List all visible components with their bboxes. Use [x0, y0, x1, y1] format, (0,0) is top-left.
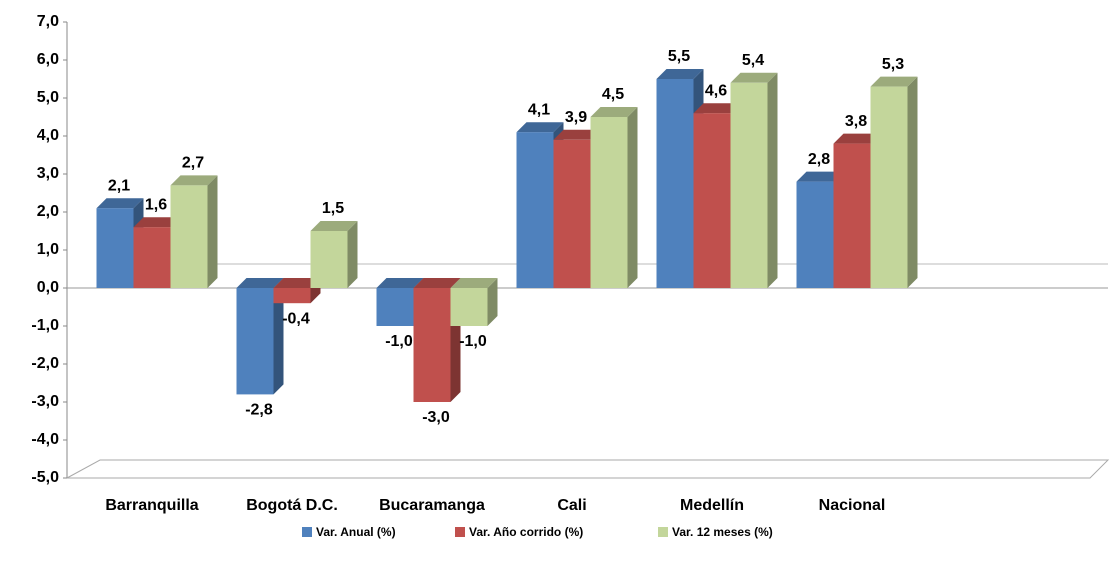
y-tick-label: -4,0: [31, 431, 59, 448]
legend-label: Var. Año corrido (%): [469, 525, 583, 539]
bar: [656, 79, 694, 288]
bar: [730, 82, 768, 288]
y-tick-label: 6,0: [37, 51, 59, 68]
bar-top: [870, 76, 918, 87]
bar: [833, 143, 871, 288]
y-tick-label: 1,0: [37, 241, 59, 258]
bar-top: [796, 171, 844, 182]
data-label: 5,5: [668, 48, 690, 65]
bar-side: [767, 72, 778, 288]
bar: [870, 86, 908, 288]
y-tick-label: 5,0: [37, 89, 59, 106]
bar-top: [96, 198, 144, 209]
bar: [796, 181, 834, 288]
data-label: 4,5: [602, 86, 624, 103]
bar-top: [516, 122, 564, 133]
bar-top: [730, 72, 778, 83]
bar-side: [207, 175, 218, 288]
bar-top: [236, 278, 284, 288]
bar: [376, 288, 414, 326]
bar: [236, 288, 274, 395]
legend-swatch: [658, 527, 668, 537]
bar-side: [273, 278, 284, 395]
bar-top: [693, 103, 741, 114]
bar-top: [450, 278, 498, 288]
data-label: 5,4: [742, 52, 764, 69]
bar: [413, 288, 451, 402]
y-tick-label: 2,0: [37, 203, 59, 220]
data-label: 4,1: [528, 101, 550, 118]
bar: [310, 231, 348, 288]
data-label: -1,0: [459, 333, 487, 350]
bar-top: [553, 129, 601, 140]
bar-side: [907, 76, 918, 288]
bar-top: [310, 221, 358, 231]
data-label: -2,8: [245, 402, 273, 419]
legend-label: Var. 12 meses (%): [672, 525, 773, 539]
y-tick-label: -2,0: [31, 355, 59, 372]
y-tick-label: 0,0: [37, 279, 59, 296]
floor: [66, 459, 1110, 479]
data-label: 1,6: [145, 196, 167, 213]
bar: [273, 288, 311, 304]
bar: [96, 208, 134, 288]
bar: [516, 132, 554, 288]
y-tick-label: 7,0: [37, 13, 59, 30]
data-label: -1,0: [385, 333, 413, 350]
y-tick-label: -3,0: [31, 393, 59, 410]
x-tick-label: Nacional: [819, 497, 886, 514]
y-tick-label: -1,0: [31, 317, 59, 334]
x-tick-label: Medellín: [680, 497, 744, 514]
x-tick-label: Bucaramanga: [379, 497, 485, 514]
data-label: 2,1: [108, 177, 130, 194]
bar-top: [273, 278, 321, 288]
legend-swatch: [455, 527, 465, 537]
bar: [693, 113, 731, 288]
x-tick-label: Bogotá D.C.: [246, 497, 338, 514]
data-label: 3,9: [565, 109, 587, 126]
bar-top: [413, 278, 461, 288]
y-tick-label: -5,0: [31, 469, 59, 486]
bar-top: [590, 107, 638, 117]
bar-side: [487, 278, 498, 326]
bar: [450, 288, 488, 326]
bar-top: [656, 69, 704, 79]
legend-swatch: [302, 527, 312, 537]
data-label: -0,4: [282, 310, 310, 327]
y-tick-label: 3,0: [37, 165, 59, 182]
bar: [553, 139, 591, 288]
bar-top: [833, 133, 881, 144]
data-label: 4,6: [705, 82, 727, 99]
x-tick-label: Cali: [557, 497, 586, 514]
bar: [590, 117, 628, 288]
legend-label: Var. Anual (%): [316, 525, 396, 539]
data-label: 5,3: [882, 56, 904, 73]
bar-side: [347, 221, 358, 288]
data-label: 3,8: [845, 113, 867, 130]
data-label: 1,5: [322, 200, 344, 217]
bar-side: [627, 107, 638, 288]
data-label: 2,7: [182, 155, 204, 172]
bar-top: [133, 217, 181, 228]
bar: [170, 185, 208, 288]
bar-top: [376, 278, 424, 288]
x-tick-label: Barranquilla: [105, 497, 198, 514]
y-tick-label: 4,0: [37, 127, 59, 144]
data-label: -3,0: [422, 409, 450, 426]
bar-top: [170, 175, 218, 186]
data-label: 2,8: [808, 151, 830, 168]
bar: [133, 227, 171, 288]
